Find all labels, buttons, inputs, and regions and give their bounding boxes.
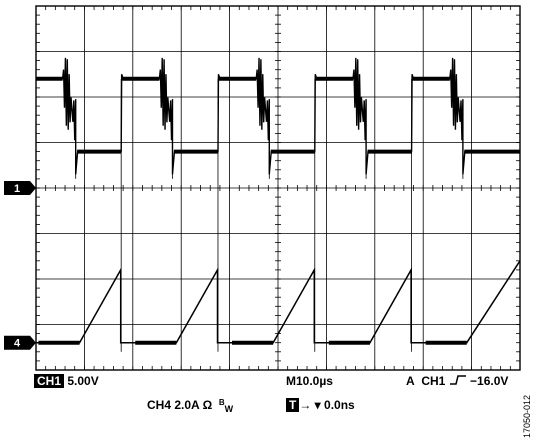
channel-marker-label: 1 [14,183,20,195]
ch4-scale: CH4 2.0A [147,398,200,412]
channel-marker-1: 1 [4,181,36,195]
ch1-readout: CH1 5.00V [34,374,99,388]
ch1-scale: 5.00V [67,374,99,388]
scope-traces [36,57,521,352]
trigger-readout: A CH1 −16.0V [406,374,508,388]
trigger-source: CH1 [421,374,446,388]
channel-marker-4: 4 [4,335,36,350]
rising-edge-icon [449,375,466,385]
timebase-readout: M10.0µs [286,374,333,388]
ch1-trace [36,57,520,175]
figure-id: 17050-012 [522,394,532,438]
ch1-badge: CH1 [34,374,65,388]
trigger-mode: A [406,374,415,388]
ch4-ohm: Ω [202,398,213,412]
ch4-bw-w: W [224,404,234,414]
channel-marker-shape [4,335,36,350]
trigger-badge: T [286,398,300,412]
trigger-arrow: → ▾ [299,398,321,412]
channel-marker-label: 4 [14,338,21,350]
channel-markers: 14 [4,181,36,350]
channel-marker-shape [4,181,36,195]
scope-grid [35,5,521,371]
ch4-readout: CH4 2.0A Ω BW [147,398,233,414]
trigger-position: 0.0ns [324,398,355,412]
ch4-bw-b: B [218,398,225,407]
trigger-position-readout: T → ▾ 0.0ns [286,398,355,412]
trigger-level: −16.0V [470,374,509,388]
